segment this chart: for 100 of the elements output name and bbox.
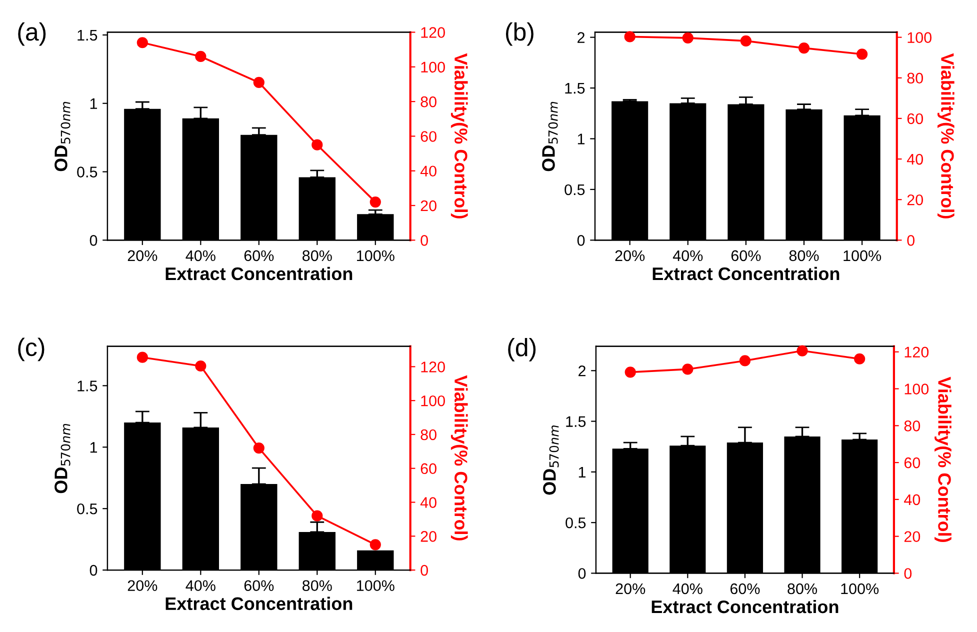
point: [739, 355, 751, 366]
y2-tick-label: 80: [904, 420, 920, 432]
y2-tick-label: 20: [907, 194, 924, 206]
y2-tick-label: 20: [420, 200, 436, 212]
y-tick-label: 0: [90, 235, 98, 246]
y2-axis-title: Viability(% Control): [450, 375, 468, 540]
y-tick-label: 1.5: [78, 30, 98, 41]
y2-tick-label: 100: [908, 32, 932, 43]
y-tick-label: 2: [578, 32, 585, 43]
y2-tick-label: 0: [907, 235, 915, 246]
x-tick-label: 60%: [244, 250, 274, 262]
x-axis-title: Extract Concentration: [652, 600, 838, 614]
point: [136, 37, 148, 48]
point: [624, 366, 636, 378]
y-tick-label: 1: [578, 134, 585, 144]
y-axis-title: OD$_{570nm}$: [542, 102, 558, 172]
y2-tick-label: 40: [906, 154, 924, 165]
y2-tick-label: 100: [421, 62, 445, 73]
point: [796, 345, 808, 356]
y-tick-label: 0.5: [77, 503, 98, 514]
y2-tick-label: 20: [904, 531, 920, 542]
point: [682, 364, 694, 375]
x-tick-label: 60%: [731, 250, 761, 262]
y2-tick-label: 120: [421, 362, 445, 372]
y-tick-label: 1.5: [565, 83, 585, 94]
x-tick-label: 80%: [789, 250, 819, 262]
point: [195, 360, 206, 372]
point: [253, 442, 264, 454]
y-tick-label: 0.5: [77, 166, 98, 178]
x-tick-label: 80%: [788, 583, 818, 594]
point: [253, 76, 264, 88]
point: [195, 50, 206, 62]
point: [624, 31, 636, 42]
chart-title: (d): [508, 338, 536, 362]
y-tick-label: 1: [90, 442, 98, 453]
x-tick-label: 80%: [302, 250, 332, 262]
x-tick-label: 60%: [730, 583, 760, 594]
y-tick-label: 0.5: [566, 517, 586, 528]
y2-tick-label: 20: [420, 531, 436, 542]
y2-axis-title: Viability(% Control): [937, 53, 954, 218]
y-tick-label: 1: [578, 466, 586, 478]
y2-tick-label: 60: [420, 131, 436, 142]
point: [312, 510, 323, 522]
y-tick-label: 0: [577, 235, 585, 246]
y2-tick-label: 0: [420, 564, 428, 576]
y-tick-label: 0: [90, 564, 98, 576]
point: [370, 196, 381, 208]
y-tick-label: 0.5: [564, 184, 585, 196]
y2-tick-label: 100: [421, 395, 445, 406]
x-axis-title: Extract Concentration: [652, 266, 840, 280]
y2-tick-label: 100: [904, 384, 929, 394]
y2-tick-label: 40: [420, 166, 436, 177]
y2-axis-title: Viability(% Control): [934, 376, 952, 542]
y-axis-title: OD$_{570nm}$: [54, 424, 70, 494]
y2-tick-label: 60: [420, 463, 436, 474]
point: [854, 353, 866, 364]
x-tick-label: 40%: [672, 250, 703, 262]
y-tick-label: 1.5: [78, 380, 98, 392]
y2-tick-label: 80: [907, 72, 924, 84]
y2-tick-label: 80: [420, 429, 436, 440]
y2-tick-label: 80: [420, 96, 436, 108]
y-tick-label: 1: [90, 98, 98, 109]
x-tick-label: 40%: [186, 580, 216, 592]
x-tick-label: 100%: [841, 583, 879, 594]
point: [136, 352, 148, 363]
x-tick-label: 20%: [615, 250, 645, 262]
y2-tick-label: 120: [904, 346, 929, 358]
y2-tick-label: 40: [904, 494, 920, 506]
x-tick-label: 100%: [357, 250, 394, 262]
y-axis-title: OD$_{570nm}$: [54, 102, 70, 172]
x-tick-label: 100%: [357, 580, 394, 592]
point: [370, 539, 381, 550]
y2-tick-label: 0: [420, 235, 428, 246]
chart-title: (c): [18, 338, 44, 362]
x-tick-label: 60%: [244, 580, 274, 592]
y2-tick-label: 60: [904, 457, 920, 468]
point: [312, 139, 323, 150]
y-tick-label: 2: [578, 366, 586, 376]
x-tick-label: 20%: [616, 583, 646, 594]
chart-title: (a): [18, 22, 46, 46]
point: [856, 48, 868, 60]
point: [798, 42, 810, 54]
x-tick-label: 80%: [302, 580, 332, 592]
x-tick-label: 100%: [844, 250, 882, 262]
y2-tick-label: 0: [904, 568, 912, 579]
x-axis-title: Extract Concentration: [166, 596, 352, 610]
x-tick-label: 20%: [128, 250, 158, 262]
chart-title: (b): [506, 22, 534, 46]
x-tick-label: 40%: [186, 250, 216, 262]
y-axis-title: OD$_{570nm}$: [543, 426, 559, 495]
x-axis-title: Extract Concentration: [166, 266, 352, 280]
y-tick-label: 0: [578, 568, 586, 579]
y-tick-label: 1.5: [566, 416, 586, 427]
y2-tick-label: 40: [420, 497, 436, 508]
y2-tick-label: 60: [907, 113, 924, 124]
y2-tick-label: 120: [421, 27, 445, 38]
point: [740, 35, 752, 47]
x-tick-label: 20%: [128, 580, 158, 592]
point: [682, 32, 694, 44]
x-tick-label: 40%: [672, 583, 702, 594]
